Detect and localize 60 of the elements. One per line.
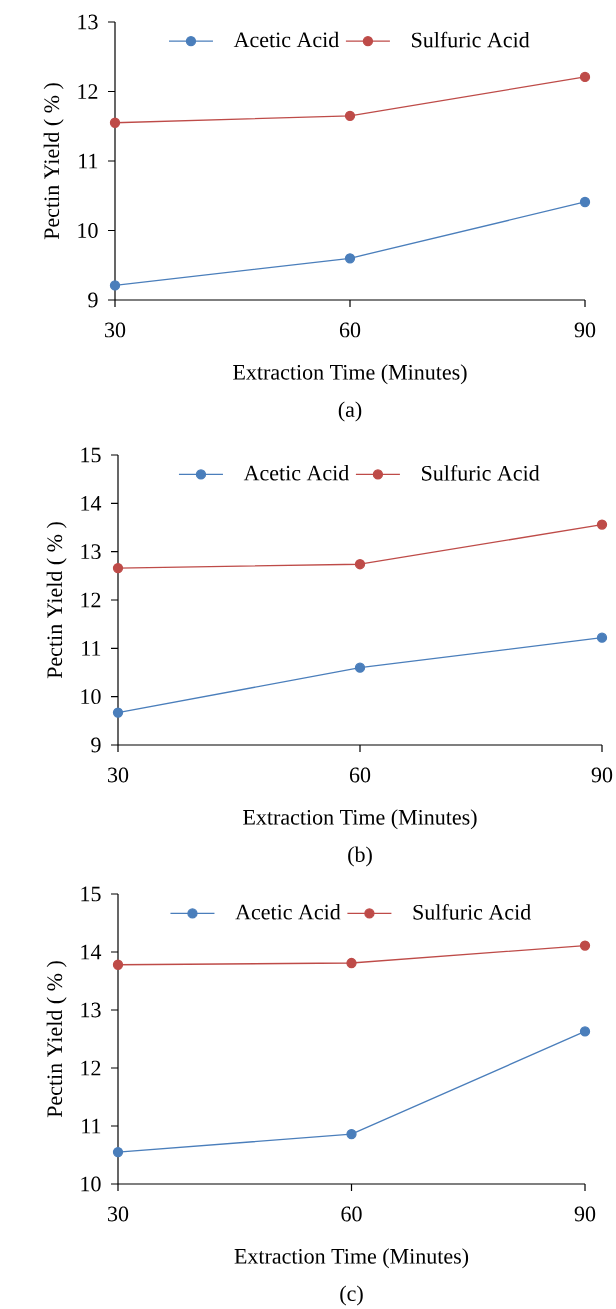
text: (a) xyxy=(338,401,362,422)
point xyxy=(354,662,366,673)
x-tick-label: 30 xyxy=(108,767,129,783)
x-tick-label: 90 xyxy=(574,1206,596,1222)
x-tick-label: 30 xyxy=(105,322,126,338)
y-tick-label: 12 xyxy=(81,1060,101,1076)
x-axis-title: Extraction Time (Minutes) xyxy=(243,809,477,830)
point xyxy=(109,280,121,291)
y-tick-label: 15 xyxy=(81,447,101,463)
x-tick-label: 30 xyxy=(108,1206,129,1222)
point xyxy=(112,562,124,574)
x-tick-label: 90 xyxy=(591,767,613,783)
point xyxy=(596,632,608,643)
y-tick-label: 13 xyxy=(81,1002,101,1018)
x-tick-label: 90 xyxy=(574,322,596,338)
y-tick-label: 10 xyxy=(81,1176,101,1192)
point xyxy=(346,1128,357,1140)
legend-label: Acetic Acid xyxy=(243,465,349,481)
y-tick-label: 14 xyxy=(81,496,102,511)
x-tick-label: 60 xyxy=(349,767,371,783)
y-tick-label: 15 xyxy=(81,886,101,902)
legend-label: Sulfuric Acid xyxy=(412,31,530,48)
y-axis-title: Pectin Yield ( % ) xyxy=(46,961,67,1118)
point xyxy=(112,707,124,718)
x-axis-title: Extraction Time (Minutes) xyxy=(233,364,467,385)
x-tick-label: 60 xyxy=(341,1206,362,1222)
y-axis-title: Pectin Yield ( % ) xyxy=(46,522,67,679)
point xyxy=(579,71,591,83)
point xyxy=(109,117,121,128)
point xyxy=(112,959,124,970)
y-tick-label: 9 xyxy=(88,292,98,308)
point xyxy=(354,559,366,570)
point xyxy=(579,1026,591,1037)
point xyxy=(112,1146,124,1158)
legend-label: Sulfuric Acid xyxy=(422,464,540,481)
text: (c) xyxy=(340,1285,363,1306)
point xyxy=(596,519,608,530)
point xyxy=(344,110,356,121)
point xyxy=(579,940,591,951)
x-axis-title: Extraction Time (Minutes) xyxy=(234,1248,469,1269)
y-tick-label: 11 xyxy=(79,153,98,169)
y-tick-label: 9 xyxy=(91,737,101,753)
point xyxy=(346,957,357,969)
y-tick-label: 11 xyxy=(82,1118,101,1134)
point xyxy=(344,253,356,264)
point xyxy=(579,196,591,208)
y-tick-label: 10 xyxy=(81,689,101,705)
y-tick-label: 13 xyxy=(78,14,98,30)
y-axis-title: Pectin Yield ( % ) xyxy=(43,83,64,240)
x-tick-label: 60 xyxy=(339,322,361,338)
y-tick-label: 10 xyxy=(78,223,98,238)
y-tick-label: 11 xyxy=(82,641,101,656)
y-tick-label: 14 xyxy=(81,944,102,960)
legend-label: Sulfuric Acid xyxy=(413,903,531,920)
legend-label: Acetic Acid xyxy=(233,31,339,48)
y-tick-label: 13 xyxy=(81,544,101,560)
legend-label: Acetic Acid xyxy=(235,904,341,920)
y-tick-label: 12 xyxy=(81,592,101,608)
text: (b) xyxy=(348,846,372,867)
y-tick-label: 12 xyxy=(78,84,98,99)
